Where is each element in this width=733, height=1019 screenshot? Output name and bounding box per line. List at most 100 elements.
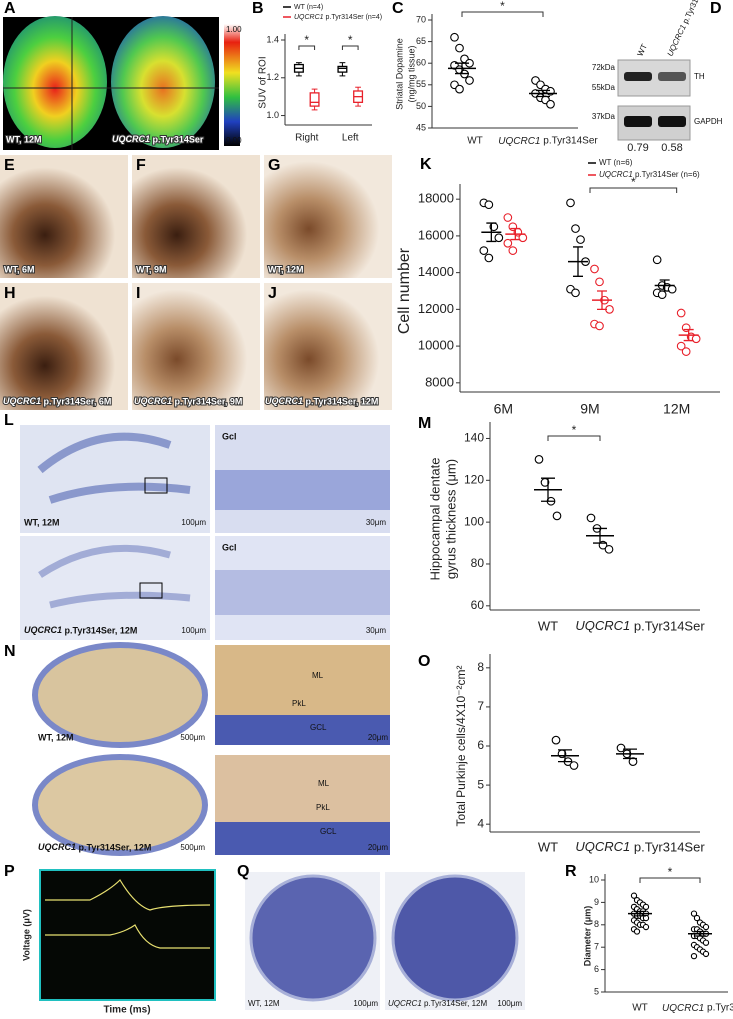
layer-label: ML (312, 671, 324, 680)
significance-label: * (304, 33, 309, 47)
histology-image (0, 155, 128, 278)
y-tick-label: 70 (416, 14, 426, 24)
caption: UQCRC1 p.Tyr314Ser, 9M (134, 396, 242, 406)
significance-bracket (298, 45, 316, 50)
panel-label: G (268, 157, 280, 174)
histology-image (20, 425, 210, 533)
data-point (503, 213, 513, 222)
band-label: TH (694, 72, 705, 81)
data-point (702, 923, 710, 931)
blot-band (624, 116, 652, 127)
significance-bracket (461, 11, 544, 17)
colorbar-label: 0.00 (226, 136, 242, 145)
y-tick-label: 6 (477, 738, 484, 752)
blot-band (658, 116, 686, 127)
data-point (691, 334, 701, 344)
scale-bar: 20μm (368, 733, 389, 742)
error-bar (573, 246, 583, 277)
data-point (676, 341, 686, 351)
error-bar (694, 930, 706, 937)
layer-label: PkL (292, 699, 306, 708)
error-bar (683, 328, 694, 342)
marker-label: 37kDa (592, 112, 616, 121)
data-point (642, 903, 650, 911)
data-point (455, 43, 464, 53)
x-tick-label: 9M (580, 401, 599, 417)
histology-image (132, 155, 260, 278)
layer-label: ML (318, 779, 330, 788)
error-bar (510, 227, 521, 241)
y-axis-label: Total Purkinje cells/4X10⁻²cm² (454, 665, 468, 826)
panel-label: B (252, 0, 264, 17)
y-tick-label: 80 (471, 556, 485, 570)
blot-band (658, 72, 686, 81)
y-tick-label: 1.2 (266, 72, 279, 82)
histology-image (264, 283, 392, 410)
significance-label: * (572, 423, 577, 437)
data-point (676, 308, 686, 318)
y-tick-label: 1.4 (266, 34, 279, 44)
y-axis-label: gyrus thickness (μm) (443, 459, 458, 579)
axis-label: Time (ms) (103, 1005, 150, 1016)
significance-bracket (639, 877, 701, 883)
significance-label: * (668, 865, 673, 879)
significance-label: * (348, 33, 353, 47)
y-tick-label: 10 (589, 874, 599, 884)
box (337, 65, 348, 73)
tissue (215, 715, 390, 745)
panel-label: I (136, 285, 140, 302)
x-tick-label: UQCRC1 p.Tyr314Ser (498, 136, 598, 147)
legend-label: UQCRC1 p.Tyr314Ser (n=6) (599, 170, 700, 179)
y-axis-label: Diameter (μm) (582, 906, 592, 967)
x-tick-label: UQCRC1 p.Tyr314Ser (575, 839, 705, 854)
marker-label: 72kDa (592, 63, 616, 72)
panel-label: O (418, 653, 430, 670)
significance-label: * (500, 0, 505, 13)
significance-bracket (547, 435, 601, 441)
y-axis-label: SUV of ROI (258, 56, 269, 108)
scale-bar: 500μm (180, 843, 205, 852)
x-tick-label: UQCRC1 p.Tyr314Ser (575, 618, 705, 633)
error-bar (593, 527, 607, 544)
y-tick-label: 65 (416, 36, 426, 46)
error-bar (541, 477, 555, 502)
error-bar (634, 910, 646, 917)
data-point (455, 84, 464, 94)
scale-bar: 100μm (181, 626, 206, 635)
data-point (616, 743, 626, 753)
panel-label: H (4, 285, 16, 302)
layer-label: PkL (316, 803, 330, 812)
error-bar (486, 222, 497, 243)
y-tick-label: 14000 (418, 264, 454, 279)
y-tick-label: 45 (416, 122, 426, 132)
tissue (38, 544, 191, 609)
y-tick-label: 55 (416, 79, 426, 89)
caption: WT, 12M (6, 134, 42, 144)
data-point (494, 233, 504, 243)
significance-label: * (631, 175, 636, 189)
data-point (534, 455, 544, 464)
scale-bar: 20μm (368, 843, 389, 852)
band-label: GAPDH (694, 117, 723, 126)
error-bar (558, 749, 572, 763)
y-tick-label: 5 (594, 986, 599, 996)
y-axis-label: Hippocampal dentate (427, 458, 442, 581)
x-tick-label: 6M (494, 401, 513, 417)
y-tick-label: 140 (464, 431, 484, 445)
data-point (576, 235, 585, 244)
y-tick-label: 8 (477, 660, 484, 674)
tissue (215, 570, 390, 615)
y-tick-label: 4 (477, 816, 484, 830)
data-point (702, 939, 710, 946)
data-point (450, 32, 459, 42)
layer-label: GCL (320, 827, 337, 836)
caption: UQCRC1 p.Tyr314Ser, 12M (388, 999, 487, 1008)
caption: WT, 12M (38, 732, 74, 742)
data-point (546, 99, 555, 109)
panel-label: A (4, 0, 16, 17)
data-point (628, 757, 638, 766)
data-point (642, 923, 650, 931)
x-tick-label: WT (632, 1003, 648, 1014)
box (309, 92, 320, 107)
